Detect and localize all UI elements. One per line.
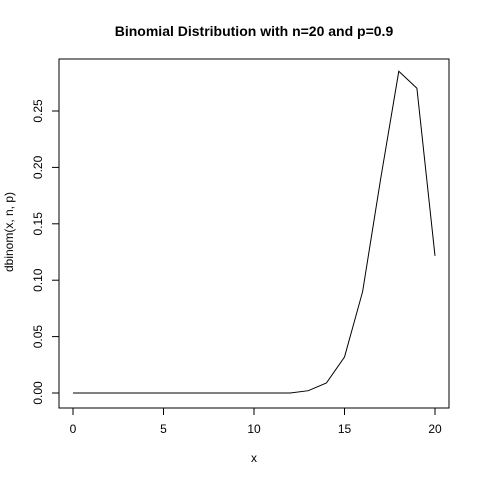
y-tick-label: 0.00	[31, 381, 45, 405]
y-axis: 0.00 0.05 0.10 0.15 0.20 0.25	[31, 99, 60, 405]
series-line	[73, 70, 436, 394]
y-tick-label: 0.05	[31, 325, 45, 349]
x-tick-label: 5	[160, 422, 167, 436]
x-tick-label: 20	[428, 422, 442, 436]
x-axis: 0 5 10 15 20	[70, 407, 442, 436]
plot-frame	[58, 58, 450, 409]
series-layer	[73, 70, 436, 394]
y-tick-label: 0.20	[31, 155, 45, 179]
x-tick-label: 10	[247, 422, 261, 436]
y-tick-label: 0.25	[31, 99, 45, 123]
chart-title: Binomial Distribution with n=20 and p=0.…	[115, 23, 394, 39]
y-tick-label: 0.15	[31, 212, 45, 236]
x-tick-label: 15	[338, 422, 352, 436]
x-axis-label: x	[251, 451, 257, 465]
y-axis-label: dbinom(x, n, p)	[2, 192, 16, 272]
y-tick-label: 0.10	[31, 268, 45, 292]
x-tick-label: 0	[70, 422, 77, 436]
